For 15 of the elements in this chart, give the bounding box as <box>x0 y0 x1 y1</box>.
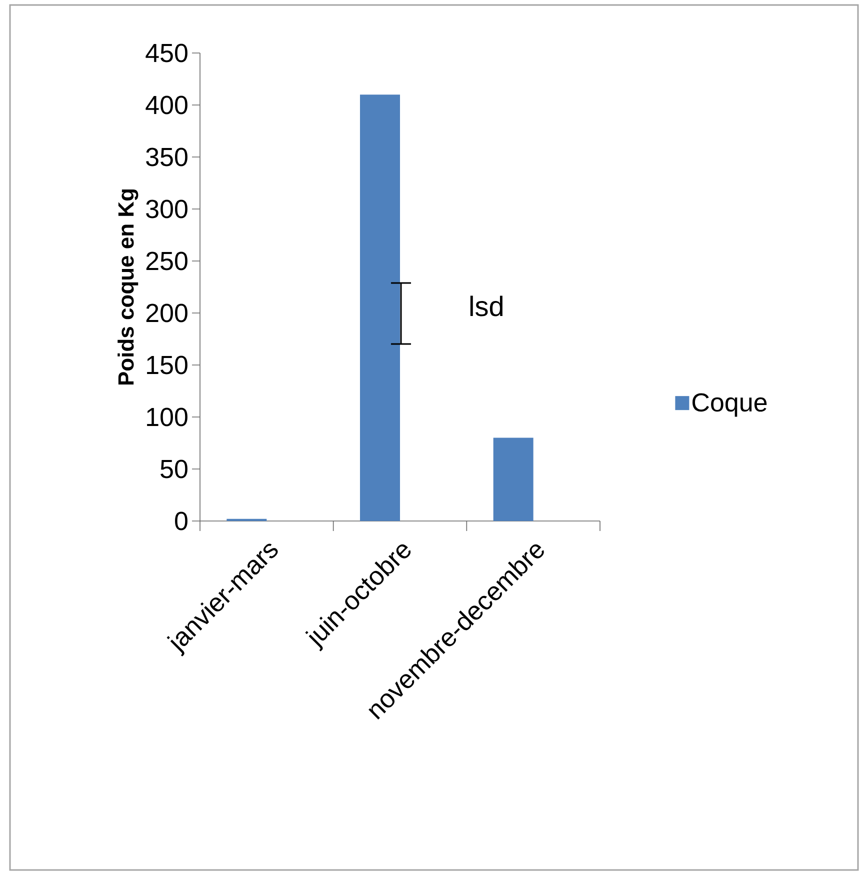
y-tick-label: 400 <box>146 96 188 114</box>
y-tick-label: 350 <box>146 148 188 166</box>
bar <box>360 94 400 521</box>
y-tick-label: 0 <box>175 512 188 530</box>
bar <box>493 438 534 521</box>
y-tick-label: 150 <box>147 356 188 374</box>
y-tick-label: 450 <box>146 44 188 62</box>
y-tick-label: 250 <box>146 252 188 270</box>
y-tick-label: 300 <box>146 200 188 218</box>
annotation: lsd <box>470 296 503 316</box>
legend-label: Coque <box>692 393 767 417</box>
y-axis-title: Poids coque en Kg <box>118 189 138 385</box>
y-tick-label: 100 <box>147 408 188 426</box>
y-tick-label: 200 <box>146 304 188 322</box>
y-tick-label: 50 <box>160 460 188 478</box>
